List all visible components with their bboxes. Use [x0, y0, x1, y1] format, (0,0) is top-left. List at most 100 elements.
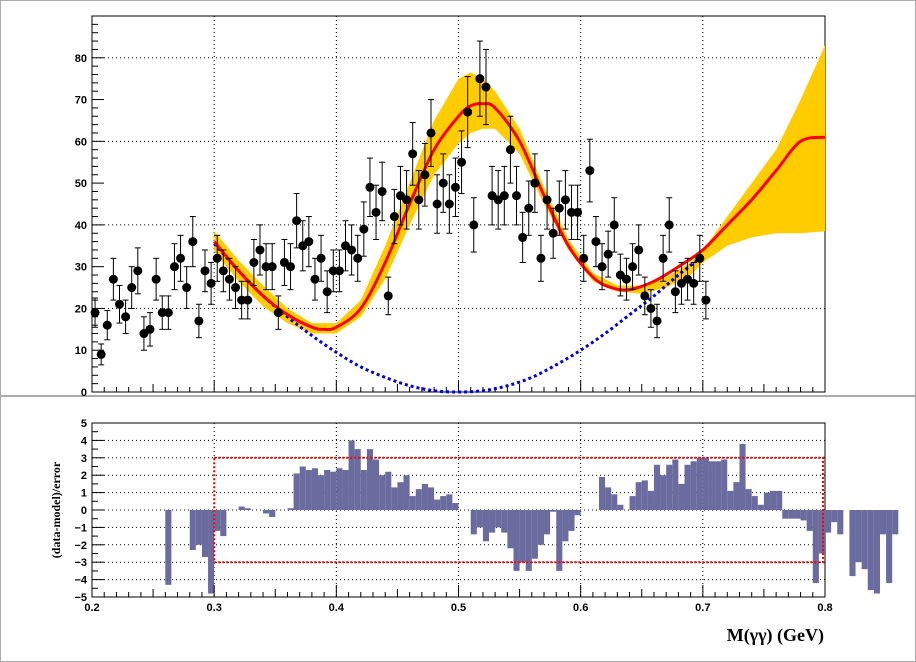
upper-y-tick-label: 20 [75, 303, 87, 315]
residual-bar [427, 487, 435, 510]
lower-x-tick-label: 0.8 [817, 602, 832, 614]
residual-bar [812, 510, 819, 584]
residual-bar [189, 510, 196, 551]
data-marker [371, 207, 381, 217]
data-marker [90, 308, 100, 318]
background-curve [213, 242, 704, 394]
lower-y-tick-label: 4 [81, 435, 88, 447]
data-point [206, 261, 216, 305]
data-point [255, 224, 265, 276]
data-point [481, 48, 491, 126]
data-point [194, 303, 204, 339]
residual-bar [507, 510, 514, 549]
upper-y-tick-label: 50 [75, 178, 87, 190]
residual-bar [653, 464, 661, 510]
residual-bar [806, 510, 813, 531]
residual-bar [867, 510, 874, 591]
data-point [463, 76, 473, 149]
data-marker [469, 220, 479, 230]
residual-bar [861, 510, 868, 570]
upper-x-axis [91, 380, 826, 392]
y-axis-title: (data-model)/error [49, 461, 63, 558]
residual-bar [562, 510, 569, 542]
data-point [151, 257, 161, 301]
data-point [408, 122, 418, 186]
residual-bar [299, 466, 306, 510]
residual-bar [397, 482, 404, 510]
residual-bar [831, 510, 838, 523]
data-marker [334, 266, 344, 276]
residual-bar [745, 489, 752, 510]
lower-x-axis: 0.2 0.3 0.4 0.5 0.6 0.7 0.8 [84, 585, 833, 614]
data-marker [591, 237, 601, 247]
data-point [249, 239, 259, 286]
residual-bar [849, 510, 856, 577]
data-marker [133, 266, 143, 276]
data-point [670, 270, 680, 314]
data-marker [176, 253, 186, 263]
data-point [286, 243, 296, 291]
residual-bar [324, 469, 331, 510]
data-marker [664, 220, 674, 230]
data-marker [353, 253, 363, 263]
data-marker [145, 324, 155, 334]
data-point [145, 312, 155, 347]
data-marker [481, 82, 491, 92]
data-marker [548, 228, 558, 238]
residual-bars [165, 440, 899, 594]
residual-bar [568, 510, 575, 531]
data-point [634, 224, 644, 276]
residual-bar [666, 464, 673, 510]
data-point [121, 299, 131, 335]
residual-bar [770, 490, 777, 510]
residual-bar [476, 510, 483, 528]
data-point [231, 266, 241, 309]
residual-bar [678, 483, 685, 510]
data-point [402, 170, 412, 230]
residual-bar [489, 510, 496, 533]
data-point [365, 157, 375, 218]
upper-y-tick-label: 70 [75, 95, 87, 107]
residual-bar [727, 490, 734, 510]
data-marker [560, 195, 570, 205]
residual-bar [305, 469, 312, 510]
residual-bar [825, 510, 832, 533]
residual-bar [556, 510, 563, 571]
residual-bar [733, 482, 740, 510]
residual-bar [366, 449, 373, 510]
data-marker [267, 262, 277, 272]
data-point [389, 188, 399, 245]
data-point [102, 310, 112, 341]
reference-box [213, 456, 824, 564]
data-point [597, 243, 607, 291]
data-point [90, 297, 100, 328]
data-marker [579, 253, 589, 263]
residual-bar [837, 510, 844, 535]
data-point [224, 257, 234, 301]
data-marker [597, 262, 607, 272]
data-point [658, 234, 668, 282]
data-point [359, 201, 369, 257]
residual-bar [879, 510, 887, 535]
data-point [169, 243, 179, 291]
residual-bar [440, 496, 447, 510]
residual-bar [220, 510, 227, 537]
residual-bar [336, 468, 343, 510]
lower-y-tick-label: 1 [81, 488, 87, 500]
lower-y-tick-label: 0 [81, 505, 87, 517]
data-point [243, 280, 253, 320]
data-marker [554, 203, 564, 213]
data-point [505, 115, 515, 184]
data-point [646, 289, 656, 328]
lower-x-tick-label: 0.6 [573, 602, 588, 614]
data-marker [304, 237, 314, 247]
data-point [188, 216, 198, 268]
data-marker [377, 186, 387, 196]
data-point [383, 276, 393, 316]
data-marker [438, 178, 448, 188]
data-point [420, 142, 430, 207]
residual-bar [403, 475, 410, 510]
data-point [457, 130, 467, 195]
lower-plot: −5 −4 −3 −2 −1 0 1 2 3 4 5 0.2 0.3 0.4 0.5 0.6 0.7 0.8 (… [49, 418, 899, 646]
